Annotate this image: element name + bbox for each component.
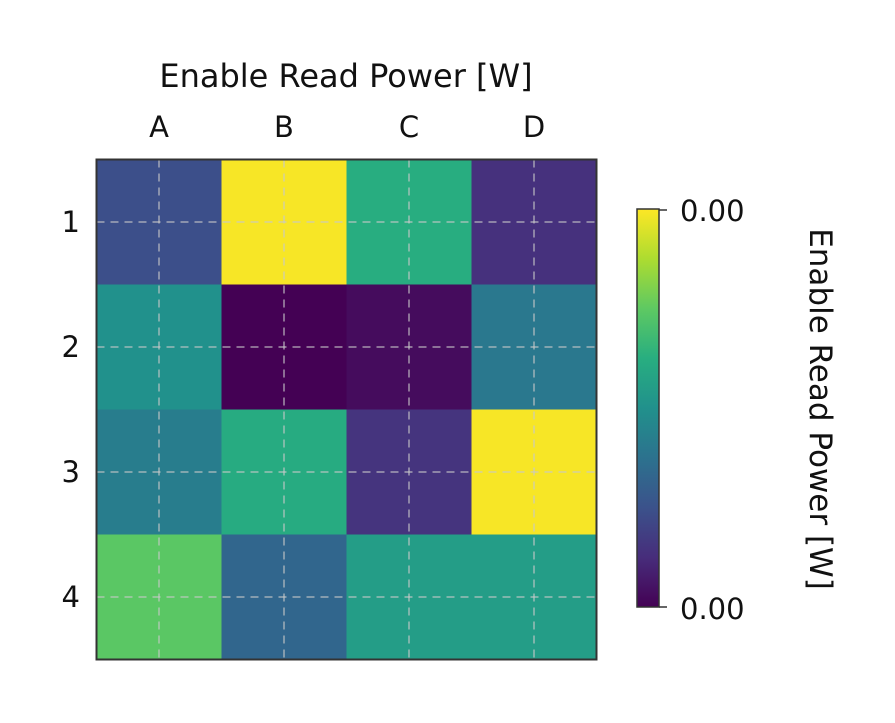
colorbar — [636, 208, 660, 608]
y-tick-label-1: 1 — [62, 205, 80, 239]
colorbar-tick-label-bottom: 0.00 — [680, 592, 745, 626]
y-tick-label-4: 4 — [62, 580, 80, 614]
heatmap-cells — [96, 159, 598, 661]
plot-frame — [95, 158, 598, 661]
y-tick-label-3: 3 — [62, 455, 80, 489]
y-tick-label-2: 2 — [62, 330, 80, 364]
x-tick-label-D: D — [523, 110, 545, 144]
x-tick-label-B: B — [274, 110, 294, 144]
colorbar-label: Enable Read Power [W] — [802, 228, 838, 590]
colorbar-tick-label-top: 0.00 — [680, 194, 745, 228]
chart-title: Enable Read Power [W] — [159, 57, 532, 95]
x-tick-label-C: C — [399, 110, 419, 144]
y-tick-labels: 1 2 3 4 — [62, 205, 80, 614]
x-tick-labels: A B C D — [149, 110, 545, 144]
x-tick-label-A: A — [149, 110, 169, 144]
